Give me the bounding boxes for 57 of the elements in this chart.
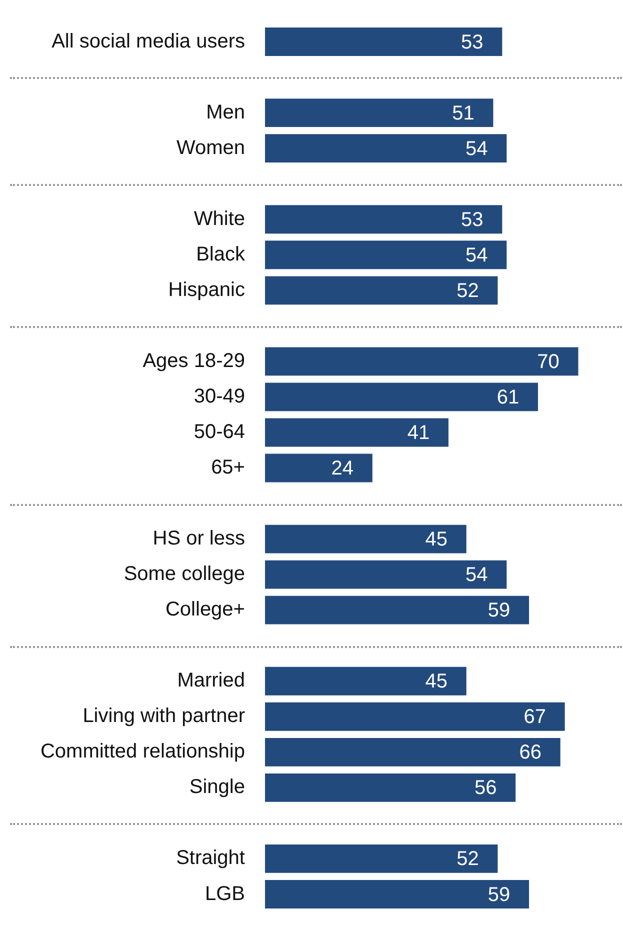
data-label: 45 [425, 528, 448, 551]
data-label: 66 [519, 742, 542, 764]
bar [265, 880, 530, 908]
data-label: 41 [407, 422, 430, 444]
bar [265, 240, 507, 270]
data-label: 70 [537, 350, 560, 373]
data-label: 56 [474, 777, 497, 800]
data-label: 45 [425, 670, 448, 693]
bar [265, 454, 372, 482]
bar [265, 205, 502, 234]
data-label: 59 [488, 600, 510, 622]
bar [265, 382, 538, 412]
y-tick-label: Some college [124, 563, 245, 586]
y-tick-label: 30-49 [194, 385, 245, 408]
data-label: 67 [524, 706, 546, 728]
bar [265, 596, 530, 624]
data-label: 54 [466, 244, 488, 266]
y-tick-label: Ages 18-29 [142, 350, 245, 372]
bar [265, 347, 578, 376]
bar [265, 134, 507, 163]
data-label: 52 [456, 280, 479, 302]
bar [265, 276, 498, 305]
y-tick-label: Women [176, 136, 245, 159]
bar [265, 98, 494, 128]
y-tick-label: All social media users [52, 30, 245, 52]
data-label: 52 [456, 848, 479, 870]
data-label: 53 [461, 31, 484, 54]
data-label: 51 [452, 102, 474, 124]
bar [265, 560, 507, 589]
y-tick-label: Black [196, 243, 246, 266]
y-tick-label: College+ [165, 598, 245, 621]
bar [265, 666, 466, 696]
y-tick-label: LGB [204, 882, 245, 905]
data-label: 54 [466, 564, 488, 586]
bar [265, 738, 560, 766]
y-tick-label: Straight [176, 847, 246, 870]
y-tick-label: Hispanic [168, 278, 245, 301]
y-tick-label: HS or less [152, 528, 245, 550]
bar [265, 28, 502, 56]
data-label: 53 [461, 208, 484, 231]
bar [265, 702, 565, 731]
data-label: 24 [331, 458, 354, 480]
bar [265, 418, 448, 447]
y-tick-label: Committed relationship [40, 740, 245, 763]
data-label: 61 [496, 386, 520, 408]
y-tick-label: 65+ [211, 456, 245, 479]
y-tick-label: Living with partner [82, 705, 246, 728]
y-tick-label: 50-64 [194, 420, 245, 443]
y-tick-label: White [194, 208, 245, 230]
bar [265, 773, 516, 802]
y-tick-label: Men [206, 101, 245, 124]
data-label: 59 [488, 884, 510, 906]
y-tick-label: Single [189, 776, 245, 798]
data-label: 54 [466, 138, 488, 160]
bar [265, 524, 466, 554]
bar [265, 844, 498, 873]
y-tick-label: Married [177, 670, 245, 692]
